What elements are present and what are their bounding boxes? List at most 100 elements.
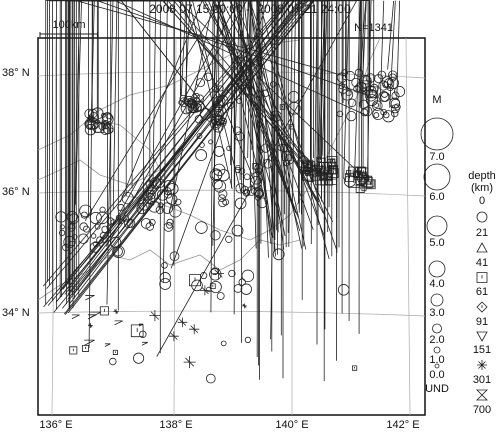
event-symbol <box>156 189 169 201</box>
event-symbol <box>371 100 383 111</box>
event-symbol <box>99 206 106 213</box>
event-symbol <box>195 221 208 234</box>
magnitude-title: M <box>432 94 441 106</box>
event-symbol <box>235 164 241 171</box>
magnitude-label: 4.0 <box>429 278 444 290</box>
event-symbol <box>109 357 117 366</box>
event-symbol <box>361 186 367 192</box>
latitude-label: 36° N <box>2 186 30 198</box>
event-symbol <box>130 324 144 338</box>
event-symbol <box>382 110 395 123</box>
event-symbol <box>226 145 232 151</box>
longitude-label: 140° E <box>275 419 308 431</box>
event-symbol <box>84 108 95 119</box>
event-symbol <box>343 175 356 188</box>
event-symbol <box>117 203 125 212</box>
event-symbol <box>169 204 182 218</box>
event-symbol <box>336 110 344 118</box>
event-symbol <box>258 148 264 154</box>
event-symbol <box>140 218 152 229</box>
event-symbol <box>236 98 243 105</box>
event-symbol <box>338 82 345 90</box>
graticule <box>37 37 426 416</box>
event-symbol <box>102 123 114 135</box>
magnitude-symbol <box>423 163 451 191</box>
event-symbol <box>345 71 356 81</box>
event-symbol <box>222 198 229 206</box>
event-symbol <box>390 109 399 118</box>
magnitude-symbol <box>432 323 442 334</box>
event-symbol <box>381 76 393 88</box>
magnitude-label: 6.0 <box>429 191 444 203</box>
event-symbol <box>166 222 173 229</box>
depth-symbol <box>476 301 488 313</box>
event-symbol <box>279 104 286 110</box>
depth-label: 151 <box>473 344 491 356</box>
magnitude-label: 0.0 <box>429 369 444 381</box>
event-symbol <box>355 177 365 187</box>
event-symbol <box>261 89 270 98</box>
event-symbol <box>359 171 367 180</box>
event-symbol <box>345 90 352 97</box>
event-symbol <box>262 158 273 169</box>
event-symbol <box>99 306 109 316</box>
event-symbol <box>208 139 214 145</box>
magnitude-symbol <box>433 346 441 354</box>
depth-symbol <box>476 272 488 283</box>
event-symbol <box>389 97 401 109</box>
event-symbol <box>379 0 385 110</box>
event-symbol <box>272 248 285 261</box>
depth-label: 700 <box>473 404 491 416</box>
event-symbol <box>213 180 227 193</box>
event-symbol <box>287 101 301 115</box>
event-symbol <box>104 343 111 347</box>
event-symbol <box>277 144 284 151</box>
event-symbol <box>347 98 357 108</box>
map-area <box>37 0 426 416</box>
event-symbol <box>365 175 373 183</box>
event-symbol <box>209 281 222 293</box>
event-symbol <box>213 146 225 157</box>
event-symbol <box>377 70 387 80</box>
event-symbol <box>351 365 358 371</box>
depth-symbol <box>476 389 488 401</box>
event-symbol <box>270 0 277 340</box>
event-symbol <box>112 245 125 258</box>
event-symbol <box>361 0 367 108</box>
event-symbol <box>166 183 179 195</box>
event-symbol <box>288 0 293 247</box>
event-symbol <box>133 352 145 364</box>
event-symbol <box>232 126 242 136</box>
depth-label: 0 <box>479 195 485 207</box>
event-symbol <box>191 279 203 292</box>
magnitude-symbol <box>430 293 444 307</box>
event-symbol <box>258 0 264 158</box>
event-symbol <box>250 172 263 185</box>
event-symbol <box>373 112 380 118</box>
longitude-label: 138° E <box>159 419 192 431</box>
event-symbol <box>354 68 363 77</box>
magnitude-label: 5.0 <box>429 237 444 249</box>
event-symbol <box>218 189 228 199</box>
event-symbol <box>238 278 246 286</box>
event-symbol <box>184 0 191 105</box>
event-symbol <box>163 179 176 192</box>
event-symbol <box>297 156 310 169</box>
event-symbol <box>270 81 277 88</box>
event-symbol <box>79 204 92 218</box>
magnitude-label: UND <box>425 383 449 395</box>
event-symbol <box>388 73 397 82</box>
event-symbol <box>69 346 78 355</box>
event-symbol <box>341 88 354 101</box>
magnitude-symbol <box>428 260 446 278</box>
magnitude-label: 2.0 <box>429 334 444 346</box>
event-symbol <box>195 78 206 88</box>
depth-symbol <box>476 242 488 253</box>
event-symbol <box>383 112 390 119</box>
event-symbol <box>112 349 118 355</box>
event-symbol <box>100 125 110 135</box>
depth-label: 91 <box>476 316 488 328</box>
depth-unit: (km) <box>471 182 493 194</box>
event-symbol <box>169 251 180 262</box>
event-symbol <box>82 344 89 352</box>
